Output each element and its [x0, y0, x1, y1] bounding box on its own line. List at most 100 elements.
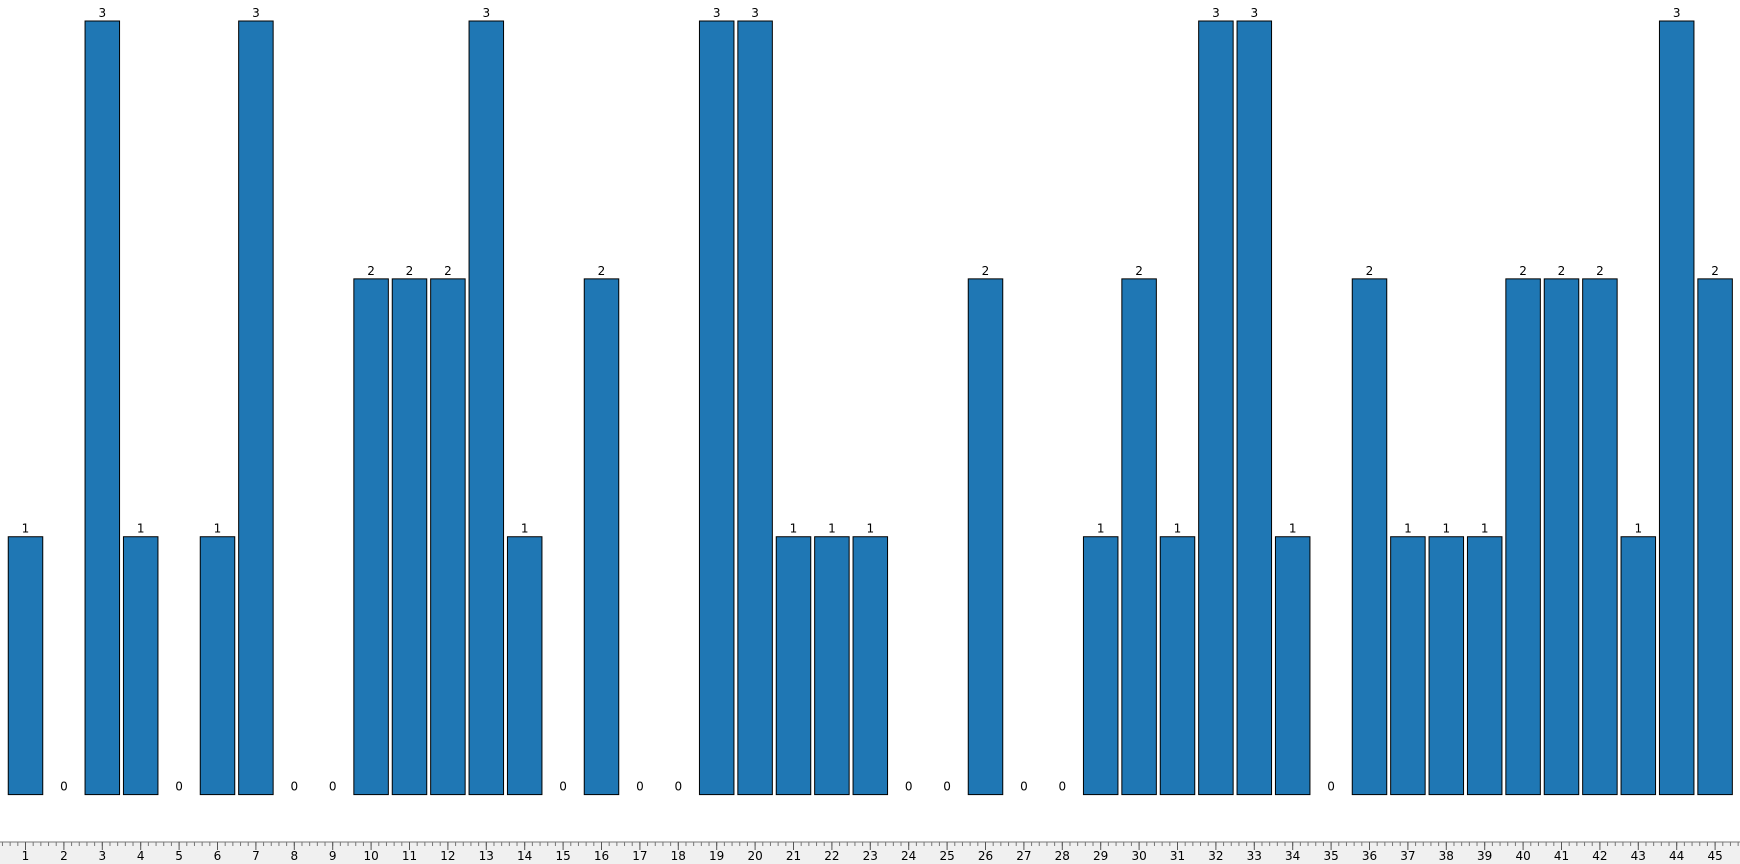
bar	[1274, 536, 1311, 796]
value-label: 1	[866, 522, 874, 536]
value-label: 1	[828, 522, 836, 536]
bar	[468, 20, 505, 796]
bar	[353, 278, 389, 796]
x-tick-label: 35	[1323, 849, 1338, 863]
value-label: 1	[1174, 522, 1182, 536]
value-label: 2	[1135, 264, 1143, 278]
x-tick-label: 8	[290, 849, 298, 863]
x-tick-label: 23	[863, 849, 878, 863]
x-tick-label: 24	[901, 849, 916, 863]
value-label: 3	[482, 6, 490, 20]
bar	[1121, 278, 1157, 796]
x-tick-label: 43	[1631, 849, 1646, 863]
value-label: 1	[137, 522, 145, 536]
bar	[852, 536, 889, 796]
value-label: 0	[175, 780, 183, 794]
x-tick-label: 16	[594, 849, 609, 863]
value-label: 2	[1366, 264, 1374, 278]
x-tick-label: 37	[1400, 849, 1415, 863]
x-tick-label: 44	[1669, 849, 1684, 863]
x-tick-label: 39	[1477, 849, 1492, 863]
x-tick-label: 13	[479, 849, 494, 863]
bar	[1658, 20, 1695, 796]
x-tick-label: 17	[632, 849, 647, 863]
bar	[1620, 536, 1657, 796]
x-tick-label: 41	[1554, 849, 1569, 863]
value-label: 3	[1250, 6, 1258, 20]
value-label: 0	[1058, 780, 1066, 794]
value-label: 3	[1212, 6, 1220, 20]
value-label: 1	[1404, 522, 1412, 536]
value-label: 1	[521, 522, 529, 536]
value-label: 2	[598, 264, 606, 278]
value-label: 3	[98, 6, 106, 20]
x-tick-label: 40	[1515, 849, 1530, 863]
x-tick-label: 14	[517, 849, 532, 863]
bar	[1505, 278, 1541, 796]
x-tick-label: 10	[363, 849, 378, 863]
value-label: 0	[559, 780, 567, 794]
x-tick-label: 42	[1592, 849, 1607, 863]
x-tick-label: 3	[98, 849, 106, 863]
bar	[506, 536, 543, 796]
value-label: 3	[751, 6, 759, 20]
value-label: 1	[1481, 522, 1489, 536]
bar	[737, 20, 773, 796]
value-label: 0	[636, 780, 644, 794]
x-tick-label: 21	[786, 849, 801, 863]
value-label: 2	[444, 264, 452, 278]
value-label: 1	[22, 522, 30, 536]
x-tick-label: 27	[1016, 849, 1031, 863]
bar	[122, 536, 159, 796]
value-label: 0	[329, 780, 337, 794]
value-label: 0	[1327, 780, 1335, 794]
value-label: 1	[1634, 522, 1642, 536]
axis-band	[0, 842, 1740, 864]
x-tick-label: 12	[440, 849, 455, 863]
x-tick-label: 28	[1055, 849, 1070, 863]
value-label: 3	[252, 6, 260, 20]
bar	[391, 278, 428, 796]
value-label: 2	[1558, 264, 1566, 278]
value-label: 0	[943, 780, 951, 794]
bar	[1159, 536, 1196, 796]
value-label: 2	[367, 264, 375, 278]
x-tick-label: 33	[1247, 849, 1262, 863]
bar	[583, 278, 620, 796]
bar	[1351, 278, 1388, 796]
x-tick-label: 7	[252, 849, 260, 863]
x-tick-label: 11	[402, 849, 417, 863]
bar	[814, 536, 850, 796]
x-tick-label: 19	[709, 849, 724, 863]
x-tick-label: 15	[555, 849, 570, 863]
x-tick-label: 20	[747, 849, 762, 863]
x-tick-label: 5	[175, 849, 183, 863]
value-label: 2	[1519, 264, 1527, 278]
value-label: 2	[1711, 264, 1719, 278]
value-label: 0	[905, 780, 913, 794]
x-tick-label: 22	[824, 849, 839, 863]
value-label: 0	[60, 780, 68, 794]
bar	[698, 20, 735, 796]
value-label: 1	[214, 522, 222, 536]
bar	[430, 278, 466, 796]
value-label: 2	[982, 264, 990, 278]
x-tick-label: 1	[22, 849, 30, 863]
bar	[1198, 20, 1234, 796]
bar	[775, 536, 812, 796]
value-label: 0	[290, 780, 298, 794]
value-label: 3	[713, 6, 721, 20]
x-tick-label: 29	[1093, 849, 1108, 863]
x-tick-label: 32	[1208, 849, 1223, 863]
bar	[199, 536, 236, 796]
bar	[84, 20, 121, 796]
x-tick-label: 45	[1707, 849, 1722, 863]
value-label: 2	[1596, 264, 1604, 278]
bar	[1390, 536, 1426, 796]
x-tick-label: 9	[329, 849, 337, 863]
value-label: 1	[1097, 522, 1105, 536]
x-tick-label: 6	[214, 849, 222, 863]
bar	[1082, 536, 1119, 796]
